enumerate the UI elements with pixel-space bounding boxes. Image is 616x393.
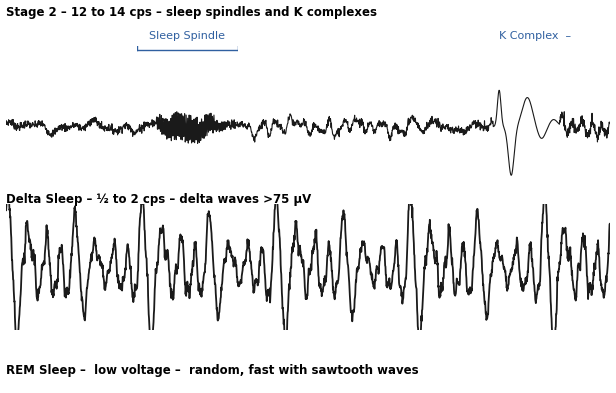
Text: REM Sleep –  low voltage –  random, fast with sawtooth waves: REM Sleep – low voltage – random, fast w…: [6, 364, 419, 376]
Text: Delta Sleep – ½ to 2 cps – delta waves >75 μV: Delta Sleep – ½ to 2 cps – delta waves >…: [6, 193, 312, 206]
Text: K Complex  –: K Complex –: [499, 31, 571, 41]
Text: Stage 2 – 12 to 14 cps – sleep spindles and K complexes: Stage 2 – 12 to 14 cps – sleep spindles …: [6, 6, 377, 19]
Text: Sleep Spindle: Sleep Spindle: [149, 31, 225, 41]
